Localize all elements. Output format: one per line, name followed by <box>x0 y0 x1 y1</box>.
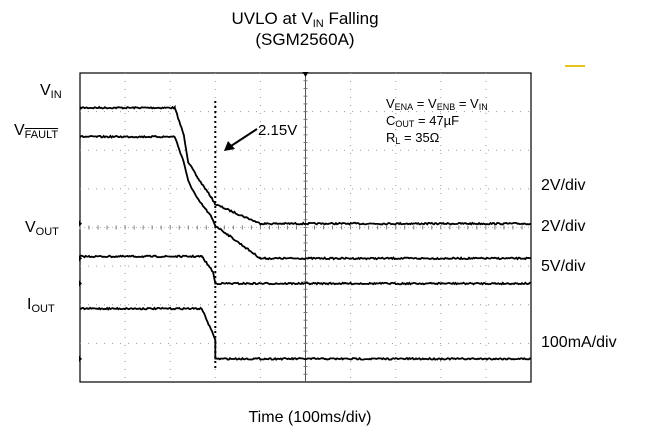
trace-line <box>79 306 532 361</box>
channel-ground-marker <box>79 220 82 227</box>
plot-traces <box>79 104 532 361</box>
scale-label-iout: 100mA/div <box>541 334 617 351</box>
channel-markers <box>79 220 82 362</box>
series-label-vin: VIN <box>40 82 62 101</box>
series-label-vout: VOUT <box>25 219 59 238</box>
channel-ground-marker <box>79 255 82 262</box>
condition-enable: VENA = VENB = VIN <box>386 96 488 112</box>
chart-title: UVLO at VIN Falling <box>231 9 379 30</box>
trigger-marker <box>302 72 309 77</box>
chart-subtitle: (SGM2560A) <box>255 30 355 49</box>
annotation-arrowhead <box>224 141 235 151</box>
annotation-label: 2.15V <box>258 122 297 139</box>
condition-cout: COUT = 47µF <box>386 113 460 129</box>
channel-ground-marker <box>79 280 82 287</box>
scale-label-vin: 2V/div <box>541 177 586 194</box>
trace-line <box>79 134 532 261</box>
trace-line <box>79 104 532 226</box>
condition-rl: RL = 35Ω <box>386 130 440 146</box>
channel-ground-marker <box>79 355 82 362</box>
series-label-iout: IOUT <box>27 296 55 315</box>
scale-label-vout: 5V/div <box>541 258 586 275</box>
scale-label-vfault: 2V/div <box>541 218 586 235</box>
annotation-arrow <box>230 128 258 147</box>
trace-line <box>79 254 532 286</box>
plot-grid <box>79 72 531 382</box>
x-axis-label: Time (100ms/div) <box>248 409 372 426</box>
series-label-vfault: VFAULT <box>14 122 59 141</box>
